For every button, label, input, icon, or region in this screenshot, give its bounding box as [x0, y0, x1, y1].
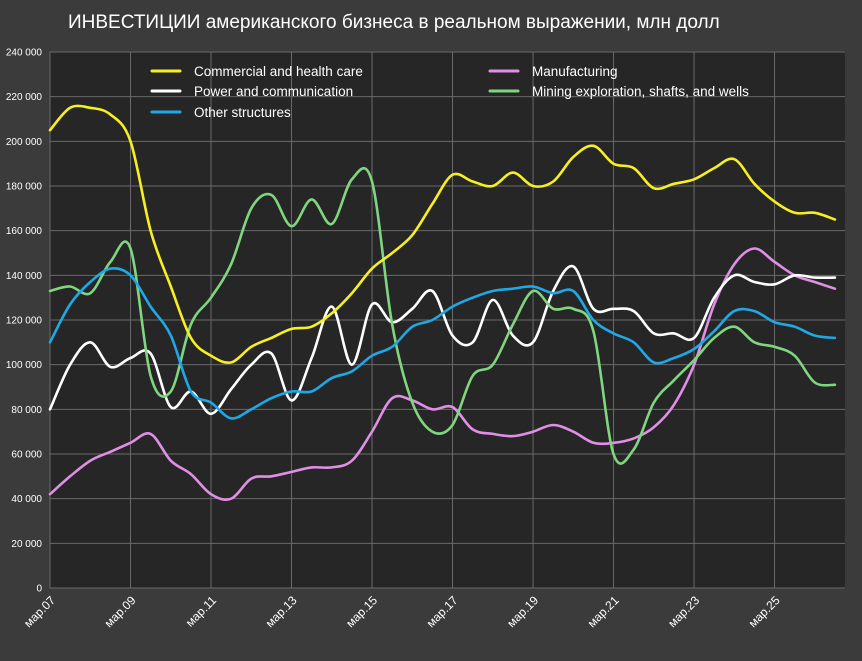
legend-item-mining-exploration-shafts-and-wells: Mining exploration, shafts, and wells — [488, 84, 749, 99]
x-tick-label: мар.15 — [343, 593, 380, 630]
chart-title: ИНВЕСТИЦИИ американского бизнеса в реаль… — [68, 12, 720, 33]
legend-item-other-structures: Other structures — [150, 105, 291, 120]
legend-label: Manufacturing — [532, 64, 618, 79]
y-tick-label: 120 000 — [6, 316, 43, 327]
y-tick-label: 180 000 — [6, 182, 43, 193]
legend-label: Commercial and health care — [194, 64, 363, 79]
legend-label: Mining exploration, shafts, and wells — [532, 84, 749, 99]
y-tick-label: 240 000 — [6, 48, 43, 59]
y-tick-label: 60 000 — [11, 450, 42, 461]
legend-item-manufacturing: Manufacturing — [488, 64, 618, 79]
series-line-mining-exploration-shafts-and-wells — [48, 166, 837, 465]
y-tick-label: 100 000 — [6, 360, 43, 371]
y-tick-label: 80 000 — [11, 405, 42, 416]
x-tick-label: мар.25 — [746, 593, 783, 630]
y-tick-label: 220 000 — [6, 92, 43, 103]
y-tick-label: 140 000 — [6, 271, 43, 282]
legend-item-commercial-and-health-care: Commercial and health care — [150, 64, 363, 79]
x-tick-label: мар.11 — [183, 593, 220, 630]
legend: Commercial and health care Power and comm… — [150, 64, 749, 120]
x-tick-label: мар.13 — [263, 593, 300, 630]
series-line-manufacturing — [48, 247, 837, 501]
y-axis: 0 20 000 40 000 60 000 80 000 100 000 120 000 1… — [6, 48, 43, 595]
x-tick-label: мар.07 — [21, 593, 58, 630]
y-tick-label: 200 000 — [6, 137, 43, 148]
series-line-power-and-communication — [48, 264, 837, 416]
x-axis: мар.07 мар.09 мар.11 мар.13 мар.15 мар.17 мар.… — [21, 593, 783, 630]
y-tick-label: 160 000 — [6, 226, 43, 237]
y-tick-label: 20 000 — [11, 539, 42, 550]
x-tick-label: мар.19 — [504, 593, 541, 630]
x-tick-label: мар.17 — [424, 593, 461, 630]
y-tick-label: 0 — [36, 584, 42, 595]
x-tick-label: мар.21 — [585, 593, 622, 630]
y-tick-label: 40 000 — [11, 494, 42, 505]
x-tick-label: мар.23 — [665, 593, 702, 630]
legend-item-power-and-communication: Power and communication — [150, 84, 353, 99]
series-line-commercial-and-health-care — [48, 104, 837, 365]
series-lines — [48, 104, 837, 501]
legend-label: Power and communication — [194, 84, 353, 99]
x-tick-label: мар.09 — [102, 593, 139, 630]
legend-label: Other structures — [194, 105, 291, 120]
series-line-other-structures — [48, 266, 837, 420]
